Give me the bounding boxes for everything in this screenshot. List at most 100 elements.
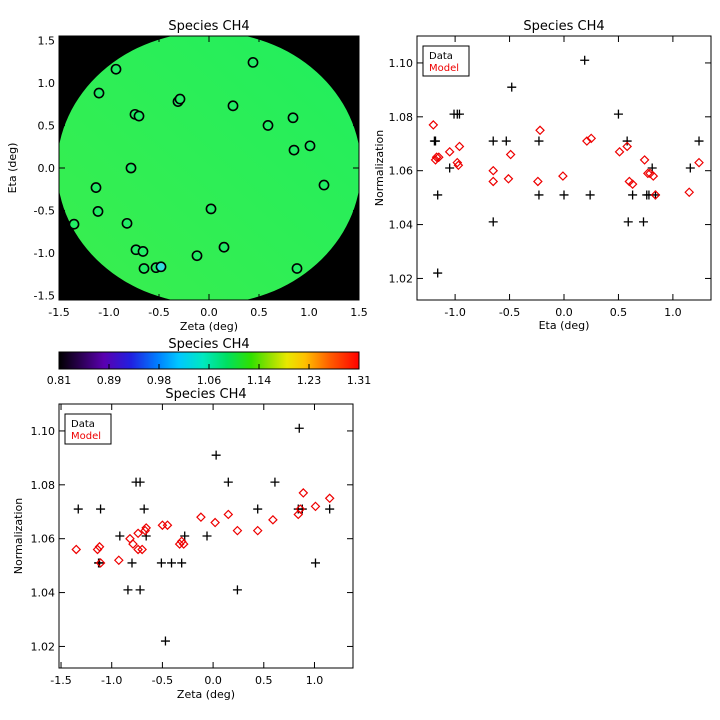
zeta-data-point <box>253 504 263 514</box>
eta-data-point <box>585 190 595 200</box>
eta-y-tick-label: 1.04 <box>389 219 414 232</box>
eta-model-point <box>582 136 592 146</box>
map-marker <box>133 110 145 122</box>
zeta-model-point <box>92 544 103 555</box>
zeta-model-point <box>324 493 335 504</box>
map-y-tick-label: 0.0 <box>38 162 56 175</box>
map-marker <box>205 203 217 215</box>
zeta-model-point <box>133 528 143 539</box>
zeta-data-point <box>135 585 145 595</box>
eta-x-tick-label: -0.5 <box>499 306 520 319</box>
eta-x-axis-label: Eta (deg) <box>539 319 590 332</box>
eta-data-point <box>638 217 648 227</box>
zeta-data-point <box>139 504 149 514</box>
zeta-data-point <box>115 531 125 541</box>
eta-y-tick-label: 1.10 <box>389 57 414 70</box>
map-marker <box>304 140 316 152</box>
zeta-data-point <box>156 558 166 568</box>
zeta-model-point <box>295 504 306 514</box>
eta-data-point <box>685 163 695 173</box>
zeta-x-axis-label: Zeta (deg) <box>177 688 235 701</box>
eta-model-point <box>642 168 653 179</box>
map-marker <box>125 162 137 174</box>
eta-y-tick-label: 1.06 <box>389 165 414 178</box>
colorbar-tick-label: 0.81 <box>47 374 72 387</box>
eta-x-tick-label: 0.0 <box>555 306 573 319</box>
zeta-model-point <box>157 520 168 531</box>
colorbar-panel: Species CH4 0.81 0.89 0.98 1.06 1.14 1.23 1.31 <box>47 337 372 387</box>
map-marker <box>121 217 133 229</box>
zeta-model-point <box>178 539 189 549</box>
eta-model-point <box>533 176 543 187</box>
zeta-model-point <box>252 525 263 536</box>
zeta-model-point <box>310 501 321 512</box>
map-marker <box>227 100 239 112</box>
map-x-tick-label: -1.5 <box>48 306 69 319</box>
eta-data-point <box>433 268 443 278</box>
zeta-legend: Data Model <box>64 413 112 445</box>
zeta-model-point <box>232 525 243 536</box>
eta-data-point <box>694 136 704 146</box>
eta-model-point <box>648 171 659 181</box>
map-y-tick-label: -1.5 <box>34 290 55 303</box>
zeta-y-tick-label: 1.06 <box>31 533 56 546</box>
zeta-y-axis-label: Normalization <box>12 498 25 574</box>
zeta-x-tick-label: 1.0 <box>306 674 324 687</box>
eta-model-point <box>558 171 568 181</box>
colorbar-title: Species CH4 <box>168 337 249 352</box>
map-y-tick-label: 0.5 <box>38 119 56 132</box>
zeta-model-point <box>268 514 278 525</box>
zeta-data-point <box>177 558 187 568</box>
eta-data-point <box>580 55 590 65</box>
zeta-model-point <box>133 544 143 555</box>
eta-data-point <box>501 136 511 146</box>
map-marker <box>174 93 186 105</box>
eta-data-point <box>650 190 660 200</box>
zeta-data-point <box>180 531 190 541</box>
eta-data-point <box>454 109 464 119</box>
eta-axes: -1.0 -0.5 0.0 0.5 1.0 1.02 1.04 1.06 1.08 1.10 <box>389 36 711 319</box>
eta-model-point <box>488 165 499 176</box>
zeta-model-point <box>128 539 138 549</box>
zeta-model-point <box>210 517 220 528</box>
zeta-y-tick-label: 1.10 <box>31 425 56 438</box>
eta-normalization-panel: Species CH4 -1.0 -0.5 0.0 0.5 1.0 1.02 1.04 1.0… <box>373 19 712 332</box>
zeta-data-point <box>127 558 137 568</box>
zeta-model-point <box>95 558 106 568</box>
zeta-data-point <box>202 531 212 541</box>
map-marker <box>110 63 122 75</box>
map-marker <box>262 120 274 131</box>
eta-model-point <box>430 155 441 165</box>
eta-model-point <box>444 146 455 157</box>
colorbar-tick-label: 0.89 <box>97 374 122 387</box>
eta-y-tick-label: 1.08 <box>389 111 414 124</box>
zeta-model-point <box>141 523 152 533</box>
map-x-tick-label: 1.5 <box>350 306 368 319</box>
eta-title: Species CH4 <box>523 19 604 34</box>
eta-data-point <box>623 217 633 227</box>
zeta-data-point <box>297 504 307 514</box>
map-x-tick-label: 0.0 <box>200 306 218 319</box>
map-marker <box>318 179 330 191</box>
zeta-model-point <box>94 541 105 552</box>
map-x-tick-label: 1.0 <box>300 306 318 319</box>
eta-data-point <box>433 190 443 200</box>
map-y-tick-label: -1.0 <box>34 247 55 260</box>
eta-model-point <box>622 141 633 152</box>
zeta-model-point <box>125 533 135 544</box>
zeta-data-point <box>96 504 106 514</box>
zeta-x-tick-label: -0.5 <box>152 674 173 687</box>
eta-model-point <box>453 160 464 171</box>
map-marker <box>218 241 230 253</box>
zeta-y-tick-label: 1.08 <box>31 479 56 492</box>
map-y-axis: -1.5 -1.0 -0.5 0.0 0.5 1.0 1.5 <box>34 34 359 303</box>
map-x-axis: -1.5 -1.0 -0.5 0.0 0.5 1.0 1.5 <box>48 36 368 319</box>
map-marker <box>191 250 203 262</box>
eta-x-tick-label: 0.5 <box>610 306 628 319</box>
zeta-legend-data: Data <box>71 419 95 430</box>
map-x-tick-label: 0.5 <box>250 306 268 319</box>
eta-model-point <box>505 149 516 160</box>
map-marker <box>138 263 150 274</box>
map-title: Species CH4 <box>168 19 249 34</box>
eta-x-tick-label: -1.0 <box>444 306 465 319</box>
